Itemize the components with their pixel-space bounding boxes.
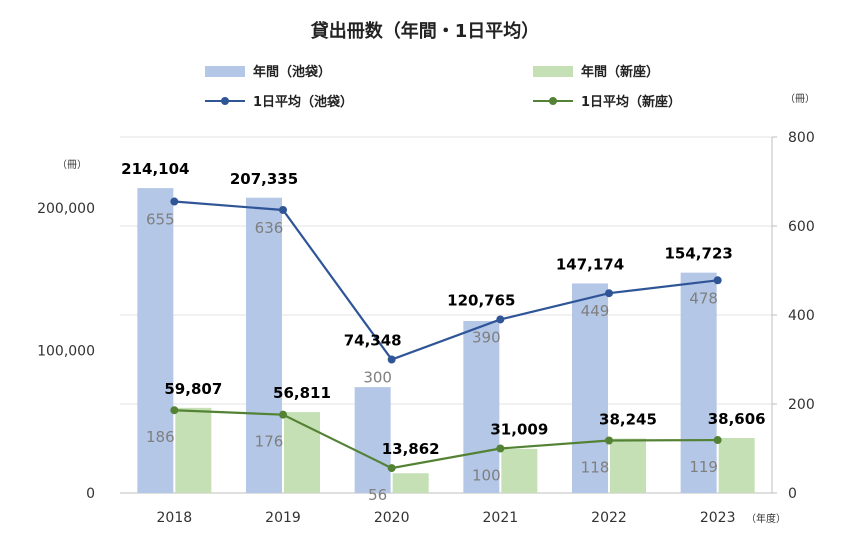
legend-swatch [205, 66, 245, 77]
x-tick-label: 2023 [700, 510, 736, 526]
line-point [387, 355, 396, 364]
data-label: 214,104 [121, 160, 189, 178]
line-point [170, 406, 179, 415]
y-right-unit: （冊） [785, 93, 815, 105]
data-label: 636 [255, 219, 284, 237]
series-line [174, 409, 718, 470]
line-point [496, 444, 505, 453]
y-left-unit: （冊） [57, 159, 87, 171]
y-right-tick-label: 200 [788, 397, 815, 413]
data-label: 176 [255, 433, 284, 451]
x-tick-label: 2018 [157, 510, 193, 526]
x-tick-label: 2021 [483, 510, 519, 526]
data-label: 186 [146, 428, 175, 446]
x-tick-label: 2019 [265, 510, 301, 526]
data-label: 390 [472, 328, 501, 346]
line-point [279, 410, 287, 419]
y-right-tick-label: 600 [788, 219, 815, 235]
line-point [496, 315, 505, 324]
bar [680, 272, 717, 493]
y-left-tick-label: 200,000 [37, 201, 95, 217]
legend-swatch [533, 66, 573, 77]
legend-label: 1日平均（池袋） [253, 94, 353, 110]
legend-label: 年間（新座） [581, 64, 659, 80]
legend-label: 1日平均（新座） [581, 94, 681, 110]
data-label: 120,765 [447, 291, 515, 309]
series-line [174, 200, 718, 361]
legend-marker [221, 97, 229, 105]
x-tick-label: 2022 [591, 510, 627, 526]
x-unit: （年度） [746, 512, 786, 525]
y-left-tick-label: 100,000 [37, 344, 95, 360]
data-label: 74,348 [344, 332, 402, 350]
data-label: 38,245 [599, 411, 657, 429]
line-point [170, 197, 179, 206]
data-label: 56,811 [273, 384, 331, 402]
bar [718, 438, 755, 493]
data-label: 207,335 [230, 170, 298, 188]
data-label: 119 [689, 458, 718, 476]
bar [354, 387, 391, 493]
bar [572, 283, 608, 493]
bar [137, 188, 174, 493]
data-label: 118 [581, 458, 610, 476]
data-label: 154,723 [665, 245, 733, 263]
line-point [279, 205, 287, 214]
data-label: 13,862 [382, 440, 440, 458]
data-label: 449 [581, 302, 610, 320]
bar [610, 438, 646, 493]
data-label: 147,174 [556, 255, 624, 273]
x-tick-label: 2020 [374, 510, 410, 526]
y-right-tick-label: 400 [788, 308, 815, 324]
legend-marker [549, 97, 557, 105]
line-point [713, 276, 722, 285]
bar [175, 407, 212, 493]
y-left-tick-label: 0 [86, 486, 95, 502]
line-point [387, 464, 396, 473]
line-point [713, 436, 722, 445]
line-point [605, 289, 613, 298]
data-label: 38,606 [708, 410, 766, 428]
data-label: 56 [368, 486, 387, 504]
y-right-tick-label: 800 [788, 130, 815, 146]
data-label: 59,807 [164, 380, 222, 398]
y-right-tick-label: 0 [788, 486, 797, 502]
data-label: 655 [146, 211, 175, 229]
legend-label: 年間（池袋） [253, 64, 331, 80]
bar [501, 448, 538, 493]
bar [463, 321, 500, 493]
bar [246, 197, 282, 494]
data-label: 100 [472, 467, 501, 485]
bar [392, 473, 429, 493]
line-point [605, 436, 613, 445]
data-label: 478 [689, 289, 718, 307]
bar [284, 412, 320, 493]
data-label: 300 [363, 369, 392, 387]
chart-title: 貸出冊数（年間・1日平均） [311, 20, 540, 42]
data-label: 31,009 [490, 421, 548, 439]
